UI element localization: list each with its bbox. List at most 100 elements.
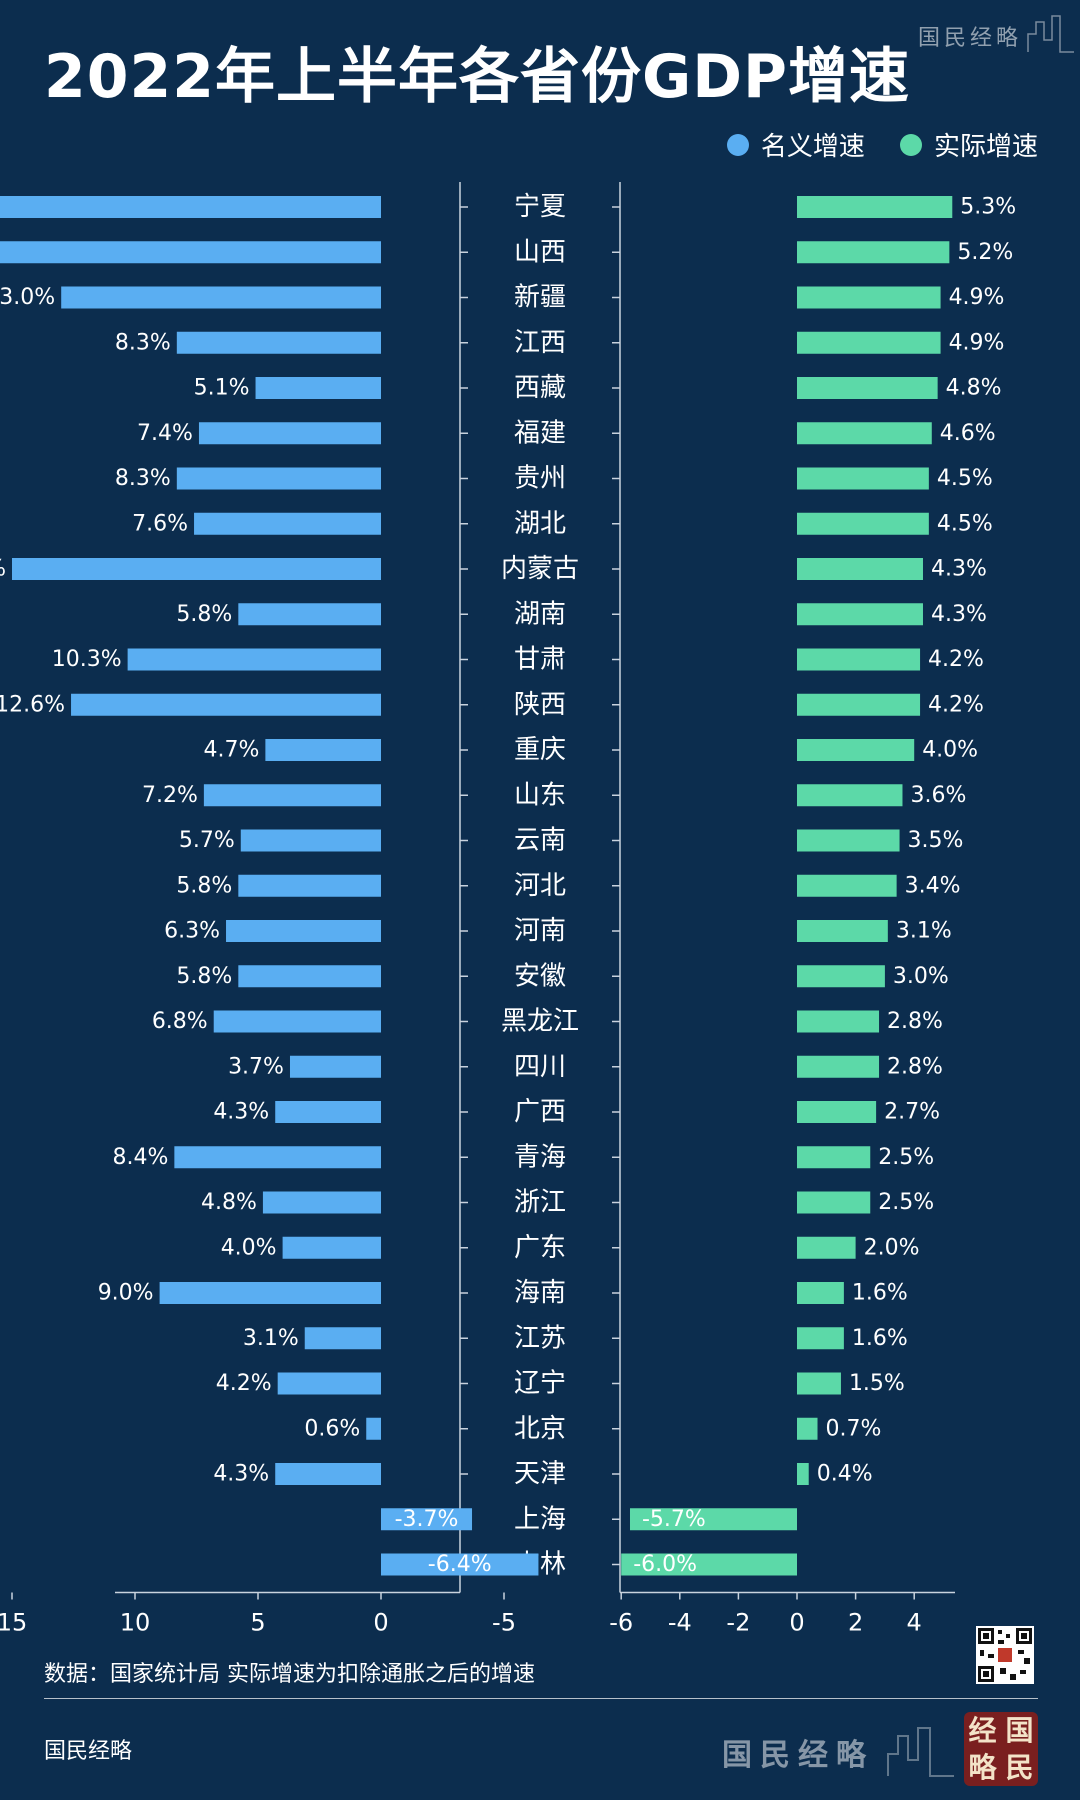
real-bar — [797, 874, 897, 897]
real-bar — [797, 829, 900, 852]
real-value-label: 4.5% — [937, 466, 993, 491]
real-value-label: 3.0% — [893, 964, 949, 989]
real-value-label: 1.6% — [852, 1281, 908, 1306]
nominal-bar — [366, 1417, 381, 1440]
real-bar — [797, 1146, 871, 1169]
real-x-tick-label: 4 — [907, 1609, 922, 1637]
legend-item-real: 实际增速 — [899, 126, 1038, 163]
nominal-bar — [255, 377, 381, 399]
real-value-label: -5.7% — [642, 1507, 706, 1532]
nominal-bar — [381, 1553, 539, 1576]
nominal-value-label: 3.7% — [228, 1054, 284, 1079]
nominal-value-label: 9.0% — [98, 1281, 154, 1306]
brand-logo-top: 国民经略 — [918, 12, 1076, 56]
chart-title: 2022年上半年各省份GDP增速 — [44, 42, 911, 112]
nominal-bar — [0, 241, 381, 264]
nominal-bar — [0, 196, 382, 218]
nominal-value-label: 3.1% — [243, 1326, 299, 1351]
real-bar — [621, 1553, 797, 1576]
real-value-label: 3.4% — [905, 873, 961, 898]
nominal-value-label: 4.2% — [216, 1371, 272, 1396]
real-bar — [797, 286, 941, 309]
real-bar — [797, 693, 921, 716]
nominal-bar — [194, 512, 381, 535]
nominal-value-label: 6.8% — [152, 1009, 208, 1034]
category-label: 黑龙江 — [501, 1007, 579, 1037]
real-bar — [797, 1236, 856, 1259]
nominal-x-tick-label: 5 — [250, 1609, 265, 1637]
seal-char: 经 — [968, 1713, 997, 1747]
real-bar — [797, 1372, 841, 1395]
real-value-label: 2.8% — [887, 1054, 943, 1079]
real-x-tick-label: -2 — [726, 1609, 750, 1637]
nominal-bar — [289, 1055, 381, 1078]
nominal-value-label: 6.3% — [164, 919, 220, 944]
footer-divider — [44, 1698, 1038, 1699]
category-label: 湖南 — [514, 599, 566, 629]
category-label: 上海 — [514, 1504, 566, 1534]
nominal-bar — [277, 1372, 381, 1395]
seal-char: 国 — [1005, 1713, 1034, 1747]
real-value-label: 4.3% — [931, 602, 987, 627]
real-bar — [797, 331, 941, 354]
nominal-value-label: 5.8% — [176, 602, 232, 627]
real-bar — [797, 512, 929, 535]
real-bar — [797, 920, 888, 942]
category-label: 贵州 — [514, 464, 566, 494]
real-value-label: 4.9% — [949, 330, 1005, 355]
skyline-icon — [1027, 15, 1074, 53]
nominal-value-label: 4.0% — [221, 1235, 277, 1260]
real-value-label: 3.5% — [908, 828, 964, 853]
category-label: 河南 — [514, 916, 566, 946]
nominal-bar — [238, 874, 381, 897]
category-label: 山西 — [514, 237, 566, 267]
nominal-value-label: 5.8% — [176, 873, 232, 898]
nominal-value-label: 4.8% — [201, 1190, 257, 1215]
nominal-value-label: 7.2% — [142, 783, 198, 808]
category-label: 新疆 — [514, 283, 566, 313]
seal-char: 民 — [1005, 1750, 1034, 1784]
real-bar — [797, 1463, 809, 1485]
nominal-value-label: 5.8% — [176, 964, 232, 989]
nominal-x-tick-label: -5 — [492, 1609, 516, 1637]
category-label: 辽宁 — [514, 1369, 566, 1399]
real-x-tick-label: -4 — [668, 1609, 692, 1637]
nominal-x-tick-label: 10 — [120, 1609, 151, 1637]
nominal-bar — [262, 1191, 381, 1214]
real-value-label: 4.9% — [949, 285, 1005, 310]
category-label: 河北 — [514, 871, 566, 901]
real-value-label: 2.5% — [878, 1145, 934, 1170]
real-bar — [797, 648, 921, 671]
category-label: 北京 — [514, 1414, 566, 1444]
category-label: 四川 — [514, 1052, 566, 1082]
real-value-label: -6.0% — [633, 1552, 697, 1577]
real-value-label: 0.7% — [826, 1416, 882, 1441]
real-bar — [797, 1417, 818, 1440]
nominal-value-label: 13.0% — [0, 285, 55, 310]
category-label: 海南 — [514, 1278, 566, 1308]
nominal-bar — [127, 648, 382, 671]
category-label: 天津 — [514, 1459, 566, 1489]
legend: 名义增速 实际增速 — [697, 126, 1038, 163]
real-value-label: 1.5% — [849, 1371, 905, 1396]
nominal-x-tick-label: 15 — [0, 1609, 27, 1637]
real-bar — [797, 558, 923, 580]
nominal-value-label: 7.6% — [132, 511, 188, 536]
category-label: 重庆 — [514, 735, 566, 765]
nominal-value-label: 4.3% — [213, 1100, 269, 1125]
nominal-bar — [275, 1101, 381, 1123]
nominal-value-label: 4.7% — [203, 738, 259, 763]
nominal-value-label: 10.3% — [52, 647, 122, 672]
real-value-label: 2.7% — [884, 1100, 940, 1125]
brand-logo-text: 国民经略 — [918, 26, 1023, 51]
real-value-label: 4.2% — [928, 692, 984, 717]
nominal-bar — [176, 331, 381, 354]
real-bar — [797, 377, 938, 399]
nominal-value-label: 4.3% — [213, 1462, 269, 1487]
category-label: 安徽 — [514, 961, 566, 991]
legend-label-nominal: 名义增速 — [760, 132, 865, 162]
nominal-value-label: -6.4% — [428, 1552, 492, 1577]
category-label: 陕西 — [514, 690, 566, 720]
category-label: 浙江 — [514, 1188, 566, 1218]
nominal-bar — [226, 920, 381, 942]
